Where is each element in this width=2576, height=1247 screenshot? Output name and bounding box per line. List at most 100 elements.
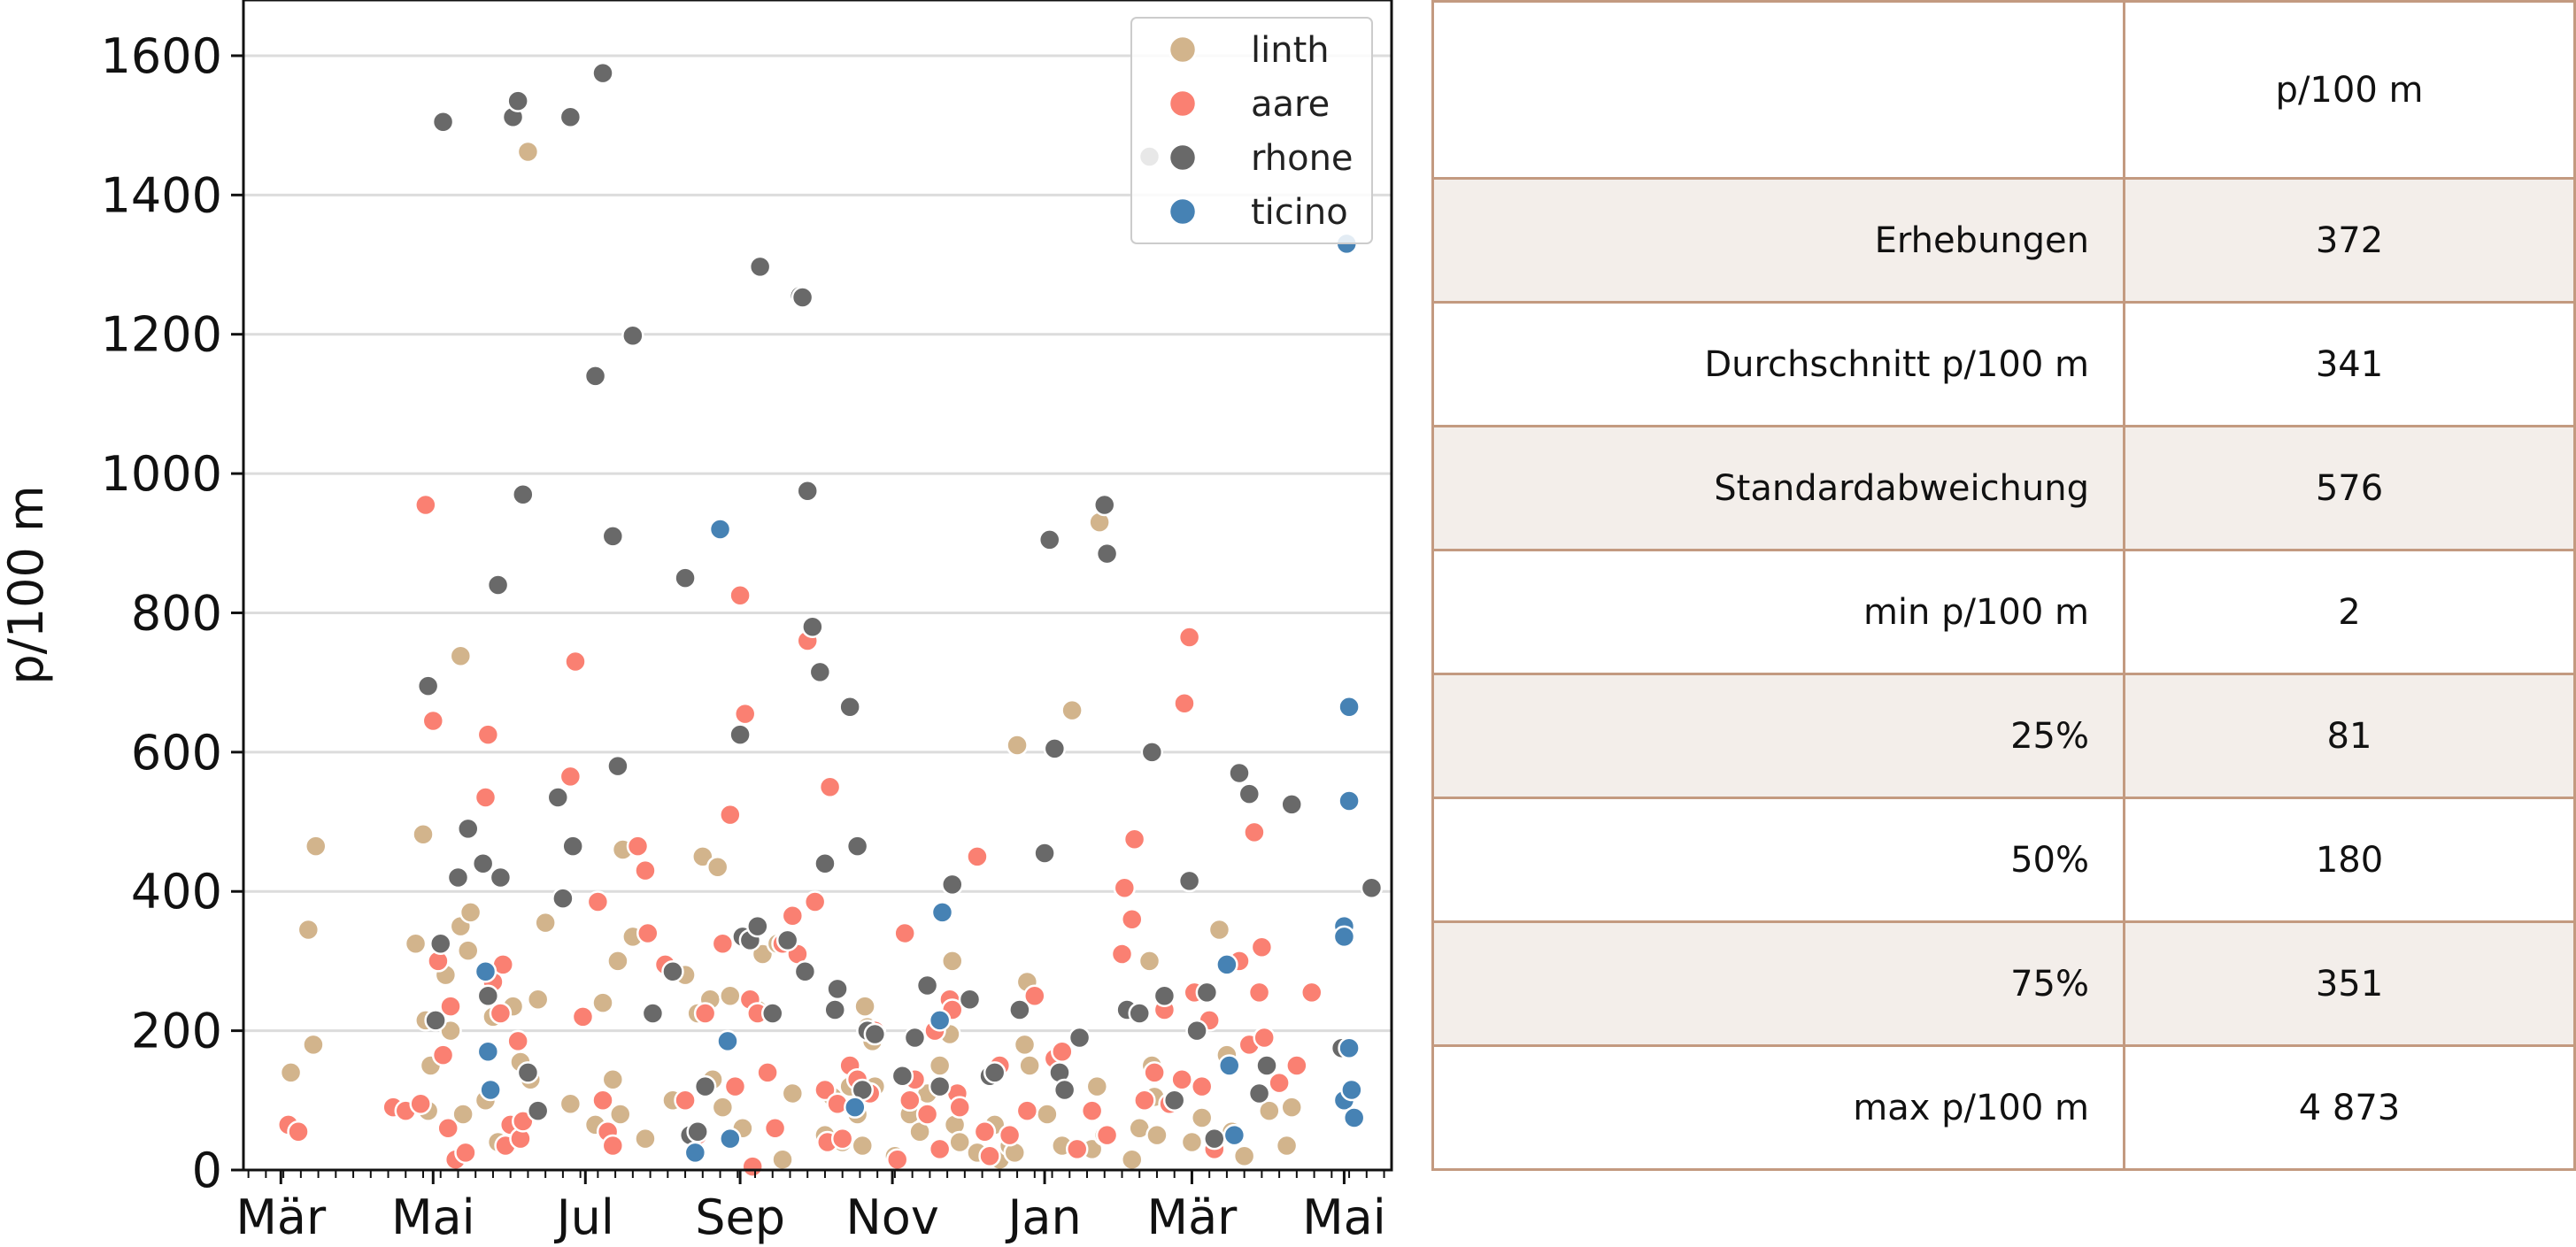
- data-point: [719, 803, 742, 827]
- data-point: [424, 1009, 447, 1032]
- data-point: [771, 1148, 794, 1171]
- legend: linth aare rhone ticino: [1130, 17, 1373, 244]
- data-point: [489, 866, 513, 889]
- row-value: 81: [2123, 673, 2576, 799]
- data-point: [915, 974, 939, 997]
- data-point: [479, 1078, 502, 1102]
- data-point: [893, 921, 916, 945]
- data-point: [421, 709, 445, 733]
- data-point: [966, 845, 989, 868]
- y-tick-label: 1000: [101, 446, 222, 502]
- table-row: Standardabweichung 576: [1431, 425, 2576, 551]
- data-point: [1190, 1074, 1214, 1098]
- data-point: [719, 984, 742, 1008]
- data-point: [1060, 698, 1084, 722]
- data-point: [446, 866, 470, 889]
- data-point: [719, 1127, 742, 1151]
- data-point: [1006, 734, 1029, 757]
- data-point: [1258, 1099, 1281, 1122]
- data-point: [1217, 1054, 1241, 1077]
- y-tick-label: 600: [131, 725, 222, 781]
- data-point: [297, 918, 320, 942]
- data-point: [723, 1074, 747, 1098]
- data-point: [1033, 842, 1056, 865]
- y-tick-label: 1200: [101, 307, 222, 363]
- data-point: [591, 1089, 614, 1112]
- data-point: [1177, 626, 1201, 649]
- data-point: [591, 61, 614, 85]
- data-point: [733, 702, 757, 726]
- data-point: [559, 1092, 582, 1115]
- data-point: [449, 644, 473, 668]
- y-gridlines: [243, 54, 1392, 1033]
- data-point: [899, 1089, 922, 1112]
- data-point: [287, 1120, 310, 1143]
- data-point: [436, 1117, 459, 1140]
- data-point: [1133, 1089, 1156, 1112]
- data-point: [756, 1061, 779, 1084]
- data-point: [559, 105, 582, 128]
- data-point: [891, 1065, 914, 1088]
- x-tick-label: Mai: [1302, 1189, 1386, 1245]
- x-tick-label: Mai: [391, 1189, 475, 1245]
- data-point: [830, 1127, 854, 1151]
- data-point: [1162, 1089, 1186, 1112]
- data-point: [601, 1067, 625, 1091]
- data-point: [1153, 984, 1176, 1008]
- series-ticino: [474, 232, 1366, 1165]
- data-point: [641, 1002, 665, 1025]
- data-point: [818, 775, 842, 798]
- data-point: [606, 950, 629, 973]
- data-point: [823, 998, 846, 1021]
- data-point: [1342, 1106, 1366, 1129]
- data-point: [489, 1002, 513, 1025]
- data-point: [559, 765, 582, 789]
- data-point: [1180, 1130, 1204, 1154]
- data-point: [1280, 793, 1303, 816]
- table-row: Durchschnitt p/100 m 341: [1431, 301, 2576, 427]
- data-point: [1338, 1036, 1361, 1060]
- data-point: [1051, 1040, 1074, 1063]
- summary-table: p/100 m Erhebungen 372 Durchschnitt p/10…: [1431, 0, 2576, 1171]
- data-point: [1207, 918, 1231, 942]
- data-point: [564, 650, 587, 674]
- data-point: [983, 1061, 1006, 1084]
- data-point: [609, 1103, 632, 1126]
- data-point: [601, 1134, 625, 1158]
- data-point: [428, 932, 452, 956]
- data-point: [958, 988, 982, 1011]
- data-point: [1173, 692, 1196, 715]
- data-point: [708, 518, 732, 541]
- data-point: [948, 1096, 971, 1119]
- data-point: [1138, 950, 1161, 973]
- data-point: [474, 959, 497, 983]
- data-point: [1023, 984, 1046, 1008]
- data-point: [885, 1148, 909, 1171]
- row-label: min p/100 m: [1431, 549, 2125, 675]
- data-point: [1113, 876, 1137, 900]
- legend-marker: [1168, 35, 1198, 65]
- data-point: [1110, 943, 1134, 966]
- data-point: [1177, 869, 1201, 893]
- data-point: [1195, 981, 1219, 1005]
- legend-label: ticino: [1251, 192, 1348, 233]
- data-point: [928, 1074, 952, 1098]
- axes: 0 200 400 600 800 1000 1200 1400 1600 Mär Mai Jul Se…: [101, 28, 1386, 1245]
- data-point: [1203, 1127, 1226, 1151]
- data-point: [1338, 695, 1361, 719]
- legend-box: [1130, 17, 1373, 244]
- data-point: [1360, 876, 1384, 900]
- data-point: [1145, 1123, 1168, 1147]
- data-point: [1285, 1054, 1308, 1077]
- data-point: [693, 1074, 717, 1098]
- row-label: 25%: [1431, 673, 2125, 799]
- row-label: Erhebungen: [1431, 177, 2125, 304]
- data-point: [1222, 1123, 1246, 1147]
- data-point: [516, 140, 540, 164]
- y-tick-label: 800: [131, 585, 222, 641]
- data-point: [606, 754, 629, 778]
- data-point: [1280, 1096, 1303, 1119]
- data-point: [621, 324, 644, 348]
- data-point: [486, 573, 510, 597]
- table-row: Erhebungen 372: [1431, 177, 2576, 304]
